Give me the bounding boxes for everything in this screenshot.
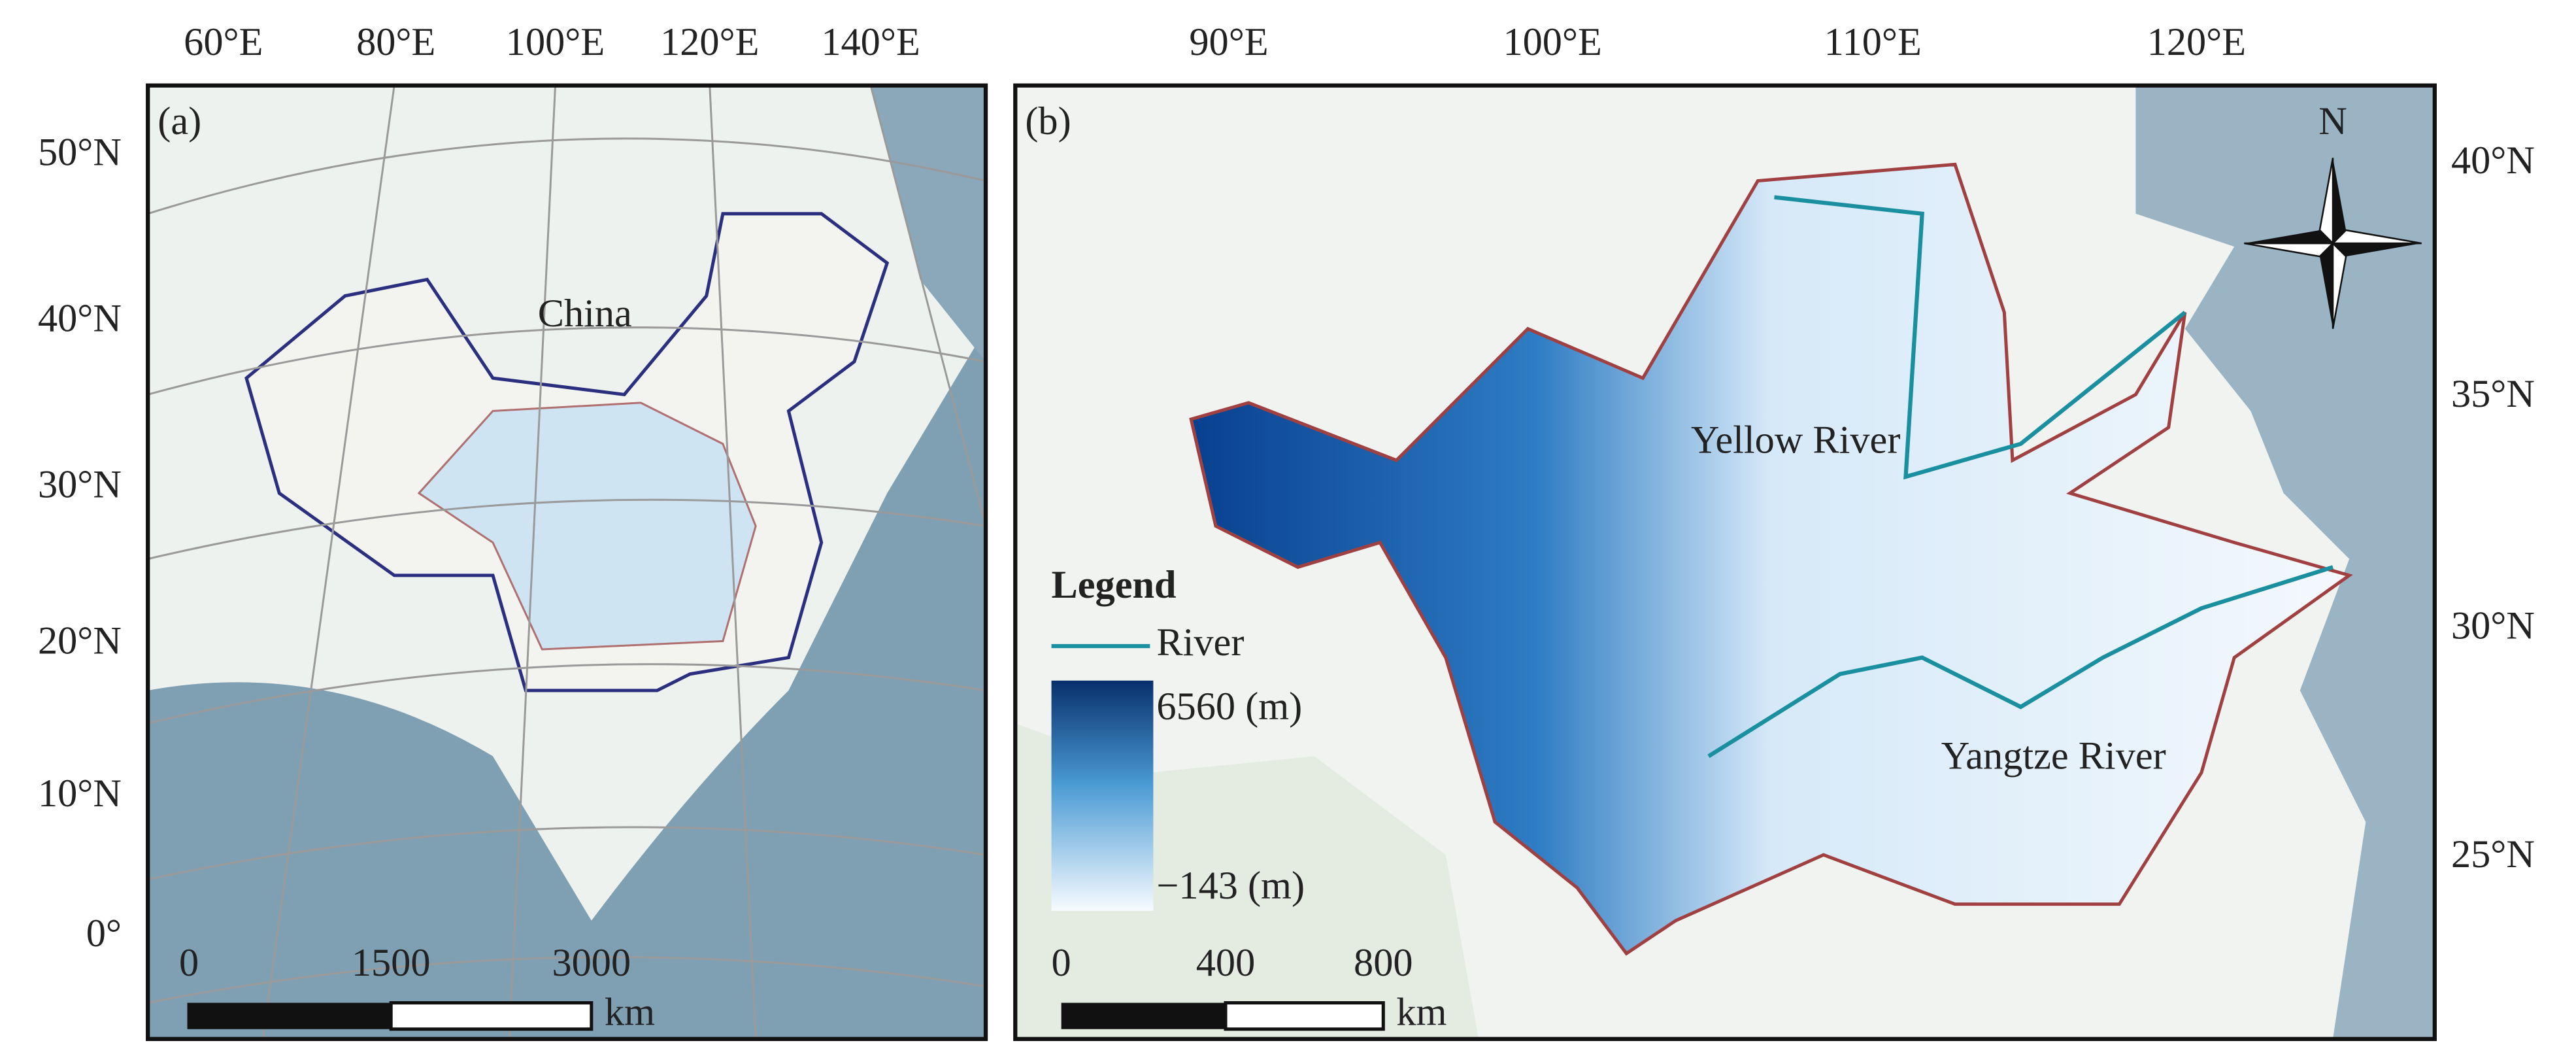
- scale-bar-b: [1061, 1002, 1226, 1029]
- legend-max: 6560 (m): [1156, 685, 1302, 728]
- scale-bar-a: [389, 1001, 594, 1031]
- lon-label: 100°E: [1503, 20, 1601, 64]
- lat-label: 25°N: [2451, 832, 2535, 876]
- lon-label: 60°E: [184, 20, 263, 64]
- lat-label: 40°N: [2451, 139, 2535, 182]
- country-label: China: [538, 292, 632, 335]
- panel-b-map: [1015, 85, 2435, 1039]
- lon-label: 110°E: [1824, 20, 1922, 64]
- scale-tick: 1500: [352, 941, 431, 985]
- river-label: Yangtze River: [1941, 734, 2166, 778]
- scale-tick: 3000: [552, 941, 631, 985]
- lon-label: 80°E: [356, 20, 435, 64]
- north-arrow: [2244, 158, 2422, 330]
- lon-label: 120°E: [2147, 20, 2246, 64]
- lon-label: 100°E: [506, 20, 605, 64]
- scale-tick: 0: [179, 941, 199, 985]
- legend-min: −143 (m): [1156, 864, 1305, 908]
- legend-river: River: [1156, 621, 1244, 664]
- lat-label: 50°N: [38, 131, 122, 175]
- scale-bar-b: [1224, 1001, 1385, 1031]
- scale-unit: km: [1396, 990, 1447, 1034]
- lon-label: 120°E: [660, 20, 759, 64]
- lat-label: 30°N: [2451, 604, 2535, 648]
- lat-label: 40°N: [38, 297, 122, 341]
- scale-tick: 400: [1196, 941, 1255, 985]
- river-label: Yellow River: [1691, 419, 1901, 462]
- lat-label: 10°N: [38, 772, 122, 815]
- lat-label: 35°N: [2451, 372, 2535, 416]
- scale-tick: 800: [1354, 941, 1413, 985]
- panel-label: (b): [1025, 99, 1071, 143]
- lat-label: 30°N: [38, 462, 122, 506]
- elevation-ramp: [1051, 680, 1154, 911]
- scale-tick: 0: [1052, 941, 1071, 985]
- panel-a-map: [148, 85, 986, 1039]
- panel-a-frame: [146, 83, 988, 1041]
- panel-b-frame: [1013, 83, 2437, 1041]
- lon-label: 90°E: [1189, 20, 1268, 64]
- north-label: N: [2318, 99, 2347, 143]
- lon-label: 140°E: [821, 20, 920, 64]
- panel-label: (a): [158, 99, 201, 143]
- legend-title: Legend: [1052, 563, 1177, 607]
- lat-label: 0°: [86, 912, 122, 955]
- lat-label: 20°N: [38, 619, 122, 662]
- scale-unit: km: [605, 990, 655, 1034]
- scale-bar-a: [187, 1002, 392, 1029]
